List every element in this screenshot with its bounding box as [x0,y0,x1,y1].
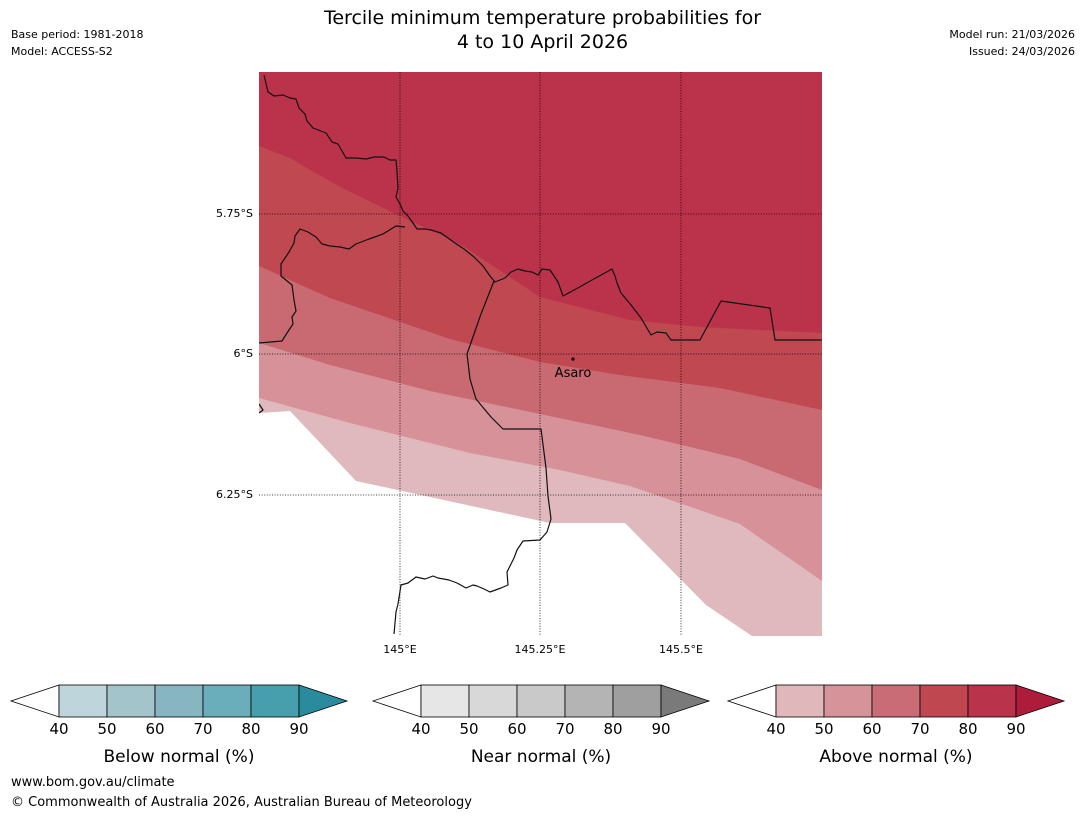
colorbar-min-extend [371,684,422,718]
colorbar-segment [775,684,825,718]
lon-label: 145.5°E [659,643,703,656]
above-normal-colorbar: 40 50 60 70 80 90 Above normal (%) [726,684,1066,767]
colorbar-tick-label: 60 [145,720,164,738]
colorbar-max-extend [660,684,711,718]
lon-label: 145°E [383,643,416,656]
lon-label: 145.25°E [515,643,566,656]
colorbar-tick-label: 70 [910,720,929,738]
colorbar-min-extend [726,684,777,718]
colorbar-title: Near normal (%) [471,747,611,767]
header-right: Model run: 21/03/2026 Issued: 24/03/2026 [949,26,1075,60]
title-line-2: 4 to 10 April 2026 [456,31,629,53]
boundary-sw-corner [259,403,264,414]
colorbar-max-extend [1015,684,1066,718]
colorbar-segment [202,684,252,718]
model-name: Model: ACCESS-S2 [11,45,113,58]
no-dominant-category [259,411,752,636]
colorbar-tick-label: 90 [289,720,308,738]
colorbar-legends: 40 50 60 70 80 90 Below normal (%) 40 50 60 70 80 90… [9,684,1066,767]
colorbar-segment [250,684,300,718]
axis-labels: 145°E 145.25°E 145.5°E 5.75°S 6°S 6.25°S [216,207,703,656]
colorbar-segment [612,684,662,718]
colorbar-segment [58,684,108,718]
colorbar-segment [564,684,614,718]
colorbar-tick-label: 60 [862,720,881,738]
boundary-central [393,280,552,635]
boundary-west [259,225,406,344]
colorbar-tick-label: 90 [651,720,670,738]
colorbar-tick-label: 40 [766,720,785,738]
colorbar-tick-label: 50 [459,720,478,738]
colorbar-segment [919,684,969,718]
lat-label: 6.25°S [216,488,253,501]
colorbar-min-extend [9,684,60,718]
colorbar-segment [106,684,156,718]
below-normal-colorbar: 40 50 60 70 80 90 Below normal (%) [9,684,349,767]
colorbar-segment [468,684,518,718]
colorbar-segment [154,684,204,718]
colorbar-tick-label: 80 [603,720,622,738]
colorbar-tick-label: 70 [193,720,212,738]
province-boundaries [259,74,822,635]
footer-copyright: © Commonwealth of Australia 2026, Austra… [11,795,472,810]
footer-url: www.bom.gov.au/climate [11,775,175,790]
colorbar-segment [823,684,873,718]
model-run: Model run: 21/03/2026 [949,28,1075,41]
colorbar-tick-label: 80 [958,720,977,738]
colorbar-tick-label: 70 [555,720,574,738]
colorbar-tick-label: 50 [814,720,833,738]
header-left: Base period: 1981-2018 Model: ACCESS-S2 [11,26,143,60]
town-marker [571,357,575,361]
colorbar-tick-label: 50 [97,720,116,738]
boundary-north [263,74,822,341]
colorbar-tick-label: 60 [507,720,526,738]
colorbar-max-extend [298,684,349,718]
lat-label: 5.75°S [216,207,253,220]
colorbar-segment [871,684,921,718]
colorbar-tick-label: 40 [411,720,430,738]
probability-field: Asaro [259,72,822,636]
lat-label: 6°S [234,347,253,360]
colorbar-title: Below normal (%) [104,747,255,767]
map-title: Tercile minimum temperature probabilitie… [0,6,1085,54]
base-period: Base period: 1981-2018 [11,28,144,41]
colorbar-segment [420,684,470,718]
colorbar-segment [967,684,1017,718]
colorbar-tick-label: 90 [1006,720,1025,738]
town-label-asaro: Asaro [555,366,592,381]
colorbar-segment [516,684,566,718]
near-normal-colorbar: 40 50 60 70 80 90 Near normal (%) [371,684,711,767]
colorbar-title: Above normal (%) [819,747,972,767]
graticule [259,72,822,636]
issued-date: Issued: 24/03/2026 [968,45,1075,58]
title-line-1: Tercile minimum temperature probabilitie… [323,7,762,29]
colorbar-tick-label: 80 [241,720,260,738]
colorbar-tick-label: 40 [49,720,68,738]
